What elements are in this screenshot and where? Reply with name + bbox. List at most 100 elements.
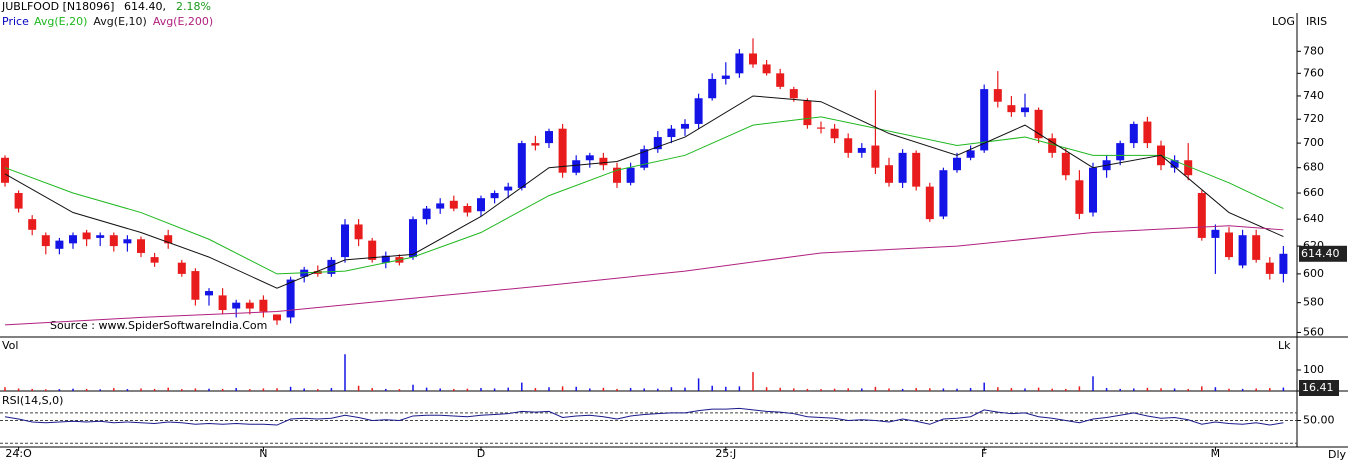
vendor: IRIS <box>1306 15 1327 28</box>
candle-body <box>545 131 553 144</box>
candle-body <box>749 53 757 65</box>
candle-body <box>980 89 989 151</box>
x-tick-label: 25:J <box>715 447 736 460</box>
candle-body <box>653 137 662 150</box>
x-tick-label: D <box>477 447 485 460</box>
candle-body <box>218 295 227 311</box>
change: 2.18% <box>176 0 211 13</box>
source: Source : www.SpiderSoftwareIndia.Com <box>50 319 267 332</box>
volume-label: 16.41 <box>1302 381 1334 394</box>
candle-body <box>953 157 961 171</box>
period: Dly <box>1328 448 1347 461</box>
moving-average <box>4 116 1284 275</box>
candle-body <box>368 240 377 260</box>
candle-body <box>966 150 975 158</box>
moving-average <box>4 95 1284 289</box>
x-tick-label: 24:O <box>5 447 32 460</box>
candle-body <box>1170 160 1179 168</box>
candle-body <box>558 128 567 173</box>
candle-body <box>667 128 676 138</box>
candle-body <box>1225 232 1233 258</box>
volume-label-box <box>1299 380 1339 396</box>
rsi-title: RSI(14,S,0) <box>2 394 63 407</box>
candle-body <box>191 271 200 300</box>
candle-body <box>776 73 785 87</box>
candle-body <box>762 64 771 74</box>
candle-body <box>14 193 23 209</box>
y-tick-label: 600 <box>1303 267 1324 280</box>
candle-body <box>436 203 445 209</box>
candle-body <box>327 259 336 274</box>
candle-body <box>1143 121 1152 144</box>
candle-body <box>109 235 118 247</box>
candle-body <box>708 78 717 99</box>
rsi-line <box>4 407 1284 426</box>
y-tick-label: 660 <box>1303 186 1324 199</box>
candle-body <box>1075 180 1084 214</box>
candle-body <box>341 224 349 258</box>
volume-title: Vol <box>2 339 18 352</box>
candle-body <box>55 240 64 249</box>
y-tick-label: 640 <box>1303 212 1324 225</box>
candle-body <box>137 239 145 253</box>
chart-title: JUBLFOOD [N18096] <box>1 0 114 13</box>
candle-body <box>925 186 934 220</box>
candle-body <box>409 219 417 258</box>
candle-body <box>613 167 621 183</box>
candle-body <box>96 235 105 238</box>
y-tick-label: 760 <box>1303 66 1324 79</box>
candle-body <box>1116 143 1125 161</box>
candle-body <box>898 152 907 183</box>
candle-body <box>354 224 363 240</box>
x-tick-label: N <box>259 447 267 460</box>
y-tick-label: 580 <box>1303 296 1324 309</box>
candle-body <box>477 198 485 212</box>
candle-body <box>1197 193 1206 238</box>
volume-unit: Lk <box>1278 339 1291 352</box>
candle-body <box>28 219 37 230</box>
y-tick-label: 700 <box>1303 136 1324 149</box>
candle-body <box>1129 123 1138 144</box>
candle-body <box>1089 167 1097 213</box>
candle-body <box>517 143 526 188</box>
candle-body <box>803 100 812 126</box>
candle-body <box>735 53 744 74</box>
price-label-box <box>1299 245 1347 262</box>
candle-body <box>694 98 703 124</box>
candle-body <box>490 193 499 199</box>
candle-body <box>599 157 608 166</box>
y-tick-label: 50.00 <box>1303 414 1335 427</box>
y-tick-label: 560 <box>1303 325 1324 338</box>
candle-body <box>1279 253 1288 274</box>
candle-body <box>381 255 390 263</box>
candle-body <box>585 155 594 161</box>
candle-body <box>1061 152 1070 176</box>
candle-body <box>1048 138 1057 153</box>
candle-body <box>41 235 50 247</box>
candle-body <box>164 235 173 244</box>
x-tick-label: M <box>1211 447 1221 460</box>
moving-average <box>4 225 1284 326</box>
scale-mode: LOG <box>1272 15 1295 28</box>
candle-body <box>1 157 9 183</box>
candle-body <box>572 160 581 173</box>
candle-body <box>232 302 241 309</box>
legend-entry: Avg(E,20) <box>34 15 87 28</box>
candle-body <box>82 232 91 240</box>
candle-body <box>449 200 458 209</box>
candle-body <box>817 127 825 129</box>
candle-body <box>245 302 254 309</box>
candle-body <box>273 314 281 321</box>
candle-body <box>504 186 513 191</box>
candle-body <box>640 149 649 168</box>
candle-body <box>1034 109 1043 139</box>
candle-body <box>1007 105 1016 113</box>
candle-body <box>286 279 295 318</box>
legend-entry: Avg(E,10) <box>93 15 146 28</box>
candle-body <box>1211 229 1220 238</box>
candle-body <box>1252 235 1261 260</box>
candle-body <box>993 89 1002 102</box>
candle-body <box>177 262 186 274</box>
last-price: 614.40, <box>124 0 166 13</box>
